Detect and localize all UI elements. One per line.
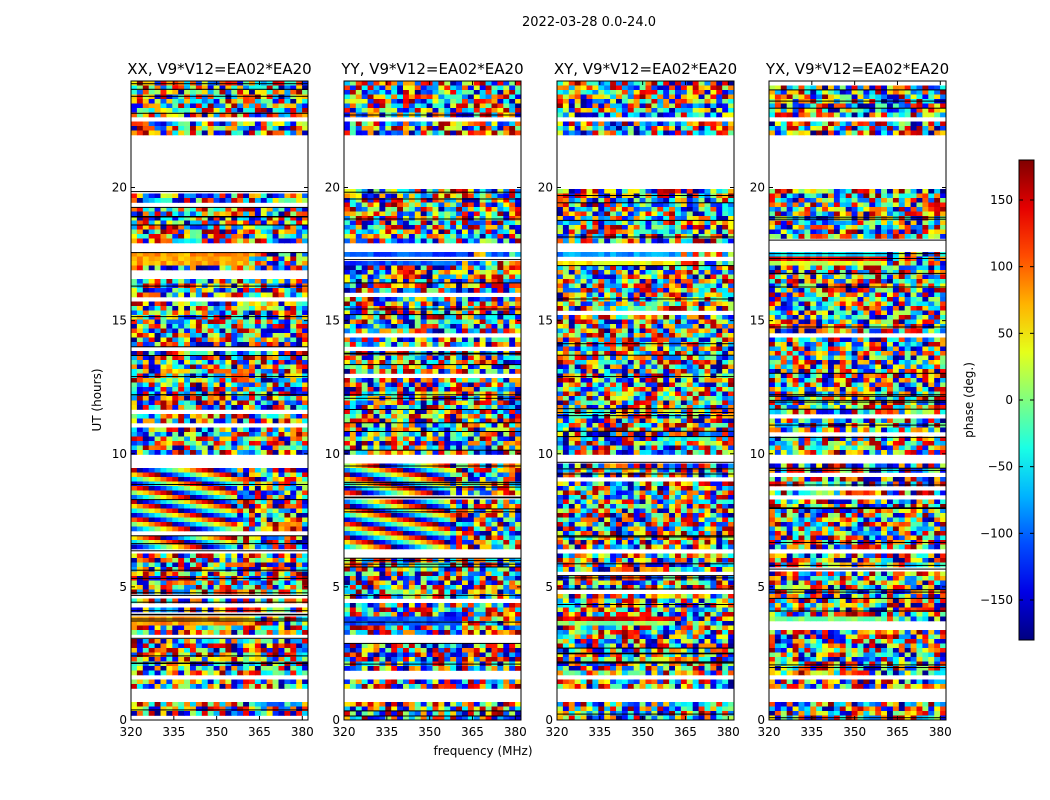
x-tick-label: 350 [631, 725, 654, 739]
y-tick-label: 0 [119, 713, 127, 727]
colorbar-tick-label: 0 [1005, 393, 1013, 407]
x-tick-label: 335 [588, 725, 611, 739]
colorbar-tick-label: 100 [990, 260, 1013, 274]
y-tick-label: 15 [538, 314, 553, 328]
x-axis-label: frequency (MHz) [433, 744, 532, 758]
x-tick-label: 335 [800, 725, 823, 739]
colorbar-tick-label: 50 [998, 326, 1013, 340]
y-tick-label: 15 [325, 314, 340, 328]
y-tick-label: 20 [750, 181, 765, 195]
x-tick-label: 335 [375, 725, 398, 739]
panel-yy: YY, V9*V12=EA02*EA20 320 335 350 365 380 0 5 10 1… [325, 60, 527, 739]
y-tick-label: 20 [538, 181, 553, 195]
x-tick-label: 380 [717, 725, 740, 739]
figure-title: 2022-03-28 0.0-24.0 [522, 15, 656, 30]
x-tick-label: 350 [418, 725, 441, 739]
y-tick-label: 15 [750, 314, 765, 328]
panel-title: YX, V9*V12=EA02*EA20 [765, 60, 949, 78]
x-tick-label: 365 [461, 725, 484, 739]
panel-title: XY, V9*V12=EA02*EA20 [554, 60, 737, 78]
y-tick-label: 0 [545, 713, 553, 727]
heatmap-image [557, 81, 734, 720]
x-tick-label: 365 [248, 725, 271, 739]
y-tick-label: 20 [112, 181, 127, 195]
axes-frame [130, 80, 309, 721]
x-tick-label: 365 [886, 725, 909, 739]
colorbar-tick-label: −50 [988, 460, 1013, 474]
y-tick-label: 5 [332, 580, 340, 594]
x-tick-label: 320 [758, 725, 781, 739]
y-tick-label: 0 [757, 713, 765, 727]
heatmap-image [769, 81, 946, 720]
y-tick-label: 20 [325, 181, 340, 195]
colorbar: −150 −100 −50 0 50 100 150 [980, 159, 1035, 641]
x-tick-label: 380 [929, 725, 952, 739]
panel-xx: XX, V9*V12=EA02*EA20 320 335 350 365 380 0 5 10 1… [112, 60, 314, 739]
panel-xy: XY, V9*V12=EA02*EA20 320 335 350 365 380 0 5 10 1… [538, 60, 740, 739]
y-tick-label: 10 [538, 447, 553, 461]
x-tick-label: 380 [504, 725, 527, 739]
x-tick-label: 350 [843, 725, 866, 739]
y-tick-label: 15 [112, 314, 127, 328]
axes-frame [343, 80, 522, 721]
y-tick-label: 5 [757, 580, 765, 594]
x-tick-label: 320 [546, 725, 569, 739]
x-tick-label: 320 [120, 725, 143, 739]
y-tick-label: 0 [332, 713, 340, 727]
panel-title: YY, V9*V12=EA02*EA20 [340, 60, 523, 78]
colorbar-tick-label: 150 [990, 193, 1013, 207]
heatmap-image [131, 81, 308, 720]
x-tick-label: 335 [162, 725, 185, 739]
y-tick-label: 5 [119, 580, 127, 594]
y-tick-label: 10 [325, 447, 340, 461]
y-axis-label: UT (hours) [90, 368, 104, 431]
colorbar-tick-label: −100 [980, 526, 1013, 540]
axes-frame [556, 80, 735, 721]
panel-group: XX, V9*V12=EA02*EA20 320 335 350 365 380 0 5 10 1… [112, 60, 952, 739]
x-tick-label: 365 [674, 725, 697, 739]
x-tick-label: 350 [205, 725, 228, 739]
panel-title: XX, V9*V12=EA02*EA20 [127, 60, 311, 78]
x-tick-label: 380 [291, 725, 314, 739]
colorbar-label: phase (deg.) [962, 362, 976, 438]
y-tick-label: 10 [112, 447, 127, 461]
x-tick-label: 320 [333, 725, 356, 739]
heatmap-image [344, 81, 521, 720]
y-tick-label: 5 [545, 580, 553, 594]
y-tick-label: 10 [750, 447, 765, 461]
panel-yx: YX, V9*V12=EA02*EA20 320 335 350 365 380 0 5 10 1… [750, 60, 952, 739]
colorbar-tick-label: −150 [980, 593, 1013, 607]
axes-frame [768, 80, 947, 721]
